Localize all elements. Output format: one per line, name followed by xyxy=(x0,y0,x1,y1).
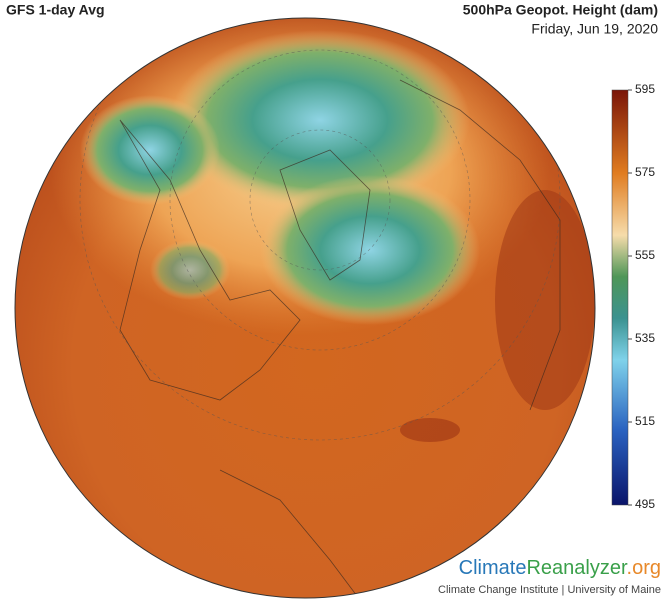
date: Friday, Jun 19, 2020 xyxy=(531,21,658,37)
colorbar-tick-label: 575 xyxy=(635,165,655,179)
logo-part: Reanalyzer xyxy=(526,557,628,579)
colorbar-tick-label: 555 xyxy=(635,248,655,262)
logo-part: .org xyxy=(627,557,661,579)
globe xyxy=(14,17,596,599)
title: GFS 1-day Avg xyxy=(6,2,105,18)
cold-zone xyxy=(260,175,480,325)
logo-subtitle: Climate Change Institute | University of… xyxy=(438,584,661,596)
logo: ClimateReanalyzer.org xyxy=(459,557,661,579)
cold-zone xyxy=(80,95,220,205)
cold-zone xyxy=(170,30,470,210)
globe-edge xyxy=(14,17,596,599)
variable: 500hPa Geopot. Height (dam) xyxy=(463,2,658,18)
colorbar-tick-label: 595 xyxy=(635,82,655,96)
warm-core xyxy=(400,418,460,442)
colorbar-tick-label: 515 xyxy=(635,414,655,428)
colorbar-tick-label: 535 xyxy=(635,331,655,345)
cold-zone xyxy=(150,240,230,300)
warm-core xyxy=(495,190,595,410)
logo-part: Climate xyxy=(459,557,527,579)
coastlines xyxy=(119,79,561,598)
colorbar-tick-label: 495 xyxy=(635,497,655,511)
colorbar xyxy=(611,89,629,506)
graticule xyxy=(79,18,561,441)
